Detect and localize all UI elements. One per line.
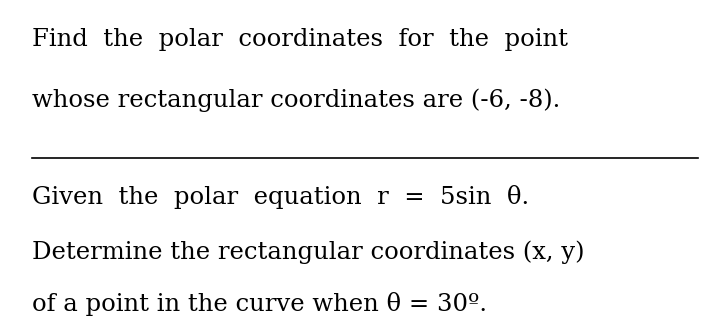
Text: Determine the rectangular coordinates (x, y): Determine the rectangular coordinates (x… (32, 240, 585, 264)
Text: whose rectangular coordinates are (-6, -8).: whose rectangular coordinates are (-6, -… (32, 88, 561, 111)
Text: Given  the  polar  equation  r  =  5sin  θ.: Given the polar equation r = 5sin θ. (32, 185, 529, 209)
Text: Find  the  polar  coordinates  for  the  point: Find the polar coordinates for the point (32, 28, 568, 51)
Text: of a point in the curve when θ = 30º.: of a point in the curve when θ = 30º. (32, 292, 487, 316)
